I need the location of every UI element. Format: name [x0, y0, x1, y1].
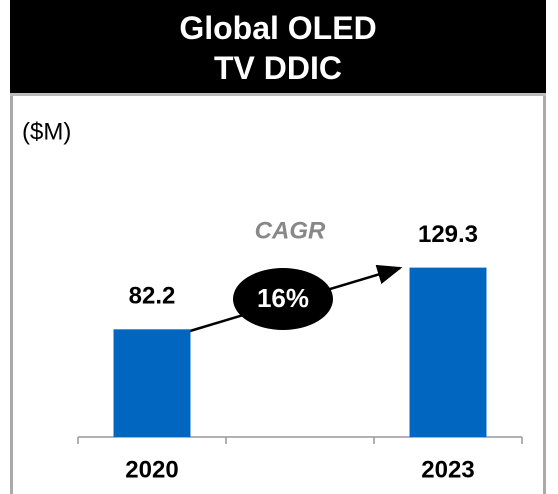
unit-label: ($M)	[22, 118, 71, 145]
bar	[113, 329, 191, 437]
bar	[409, 267, 487, 437]
x-tick-label: 2023	[421, 456, 474, 483]
x-tick-label: 2020	[125, 456, 178, 483]
cagr-label: CAGR	[255, 217, 326, 244]
data-label: 129.3	[418, 221, 478, 248]
frame-left	[10, 96, 13, 494]
cagr-value: 16%	[257, 283, 309, 313]
frame-right	[543, 96, 546, 494]
chart-title: Global OLED TV DDIC	[10, 0, 546, 96]
data-label: 82.2	[129, 283, 176, 310]
cagr-ellipse	[233, 268, 333, 330]
